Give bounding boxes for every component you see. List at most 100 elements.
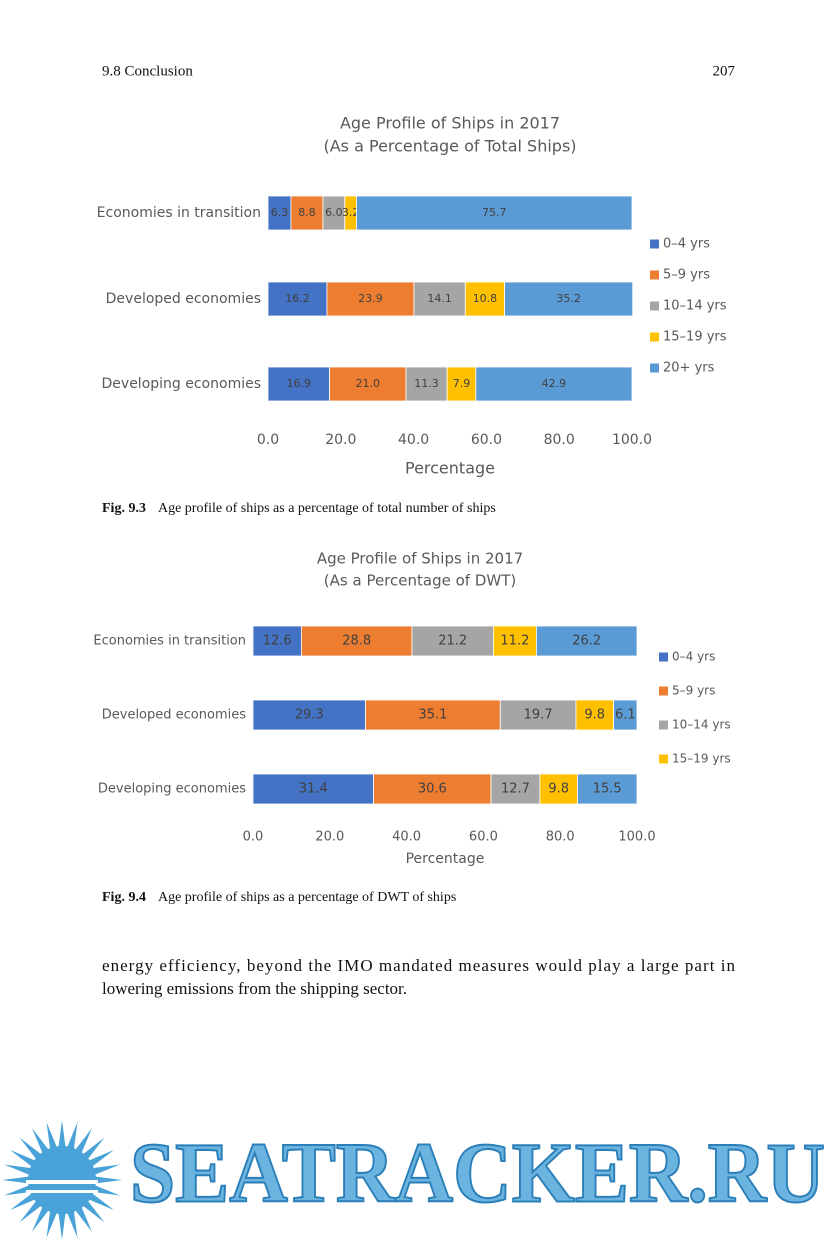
x-tick-label: 0.0 (257, 432, 279, 448)
value-label: 15.5 (593, 782, 622, 797)
x-tick-label: 60.0 (469, 830, 498, 845)
chart-title: Age Profile of Ships in 2017 (340, 114, 560, 133)
legend-label: 20+ yrs (663, 361, 715, 376)
value-label: 29.3 (295, 708, 324, 723)
x-tick-label: 100.0 (618, 830, 655, 845)
legend-label: 5–9 yrs (672, 684, 715, 698)
bar-segment (577, 773, 638, 805)
value-label: 75.7 (482, 206, 507, 219)
value-label: 16.2 (285, 292, 310, 305)
caption-text: Age profile of ships as a percentage of … (158, 890, 456, 905)
bar-segment (252, 773, 374, 805)
legend-label: 10–14 yrs (672, 718, 731, 732)
bar-segment (252, 699, 366, 731)
value-label: 10.8 (473, 292, 498, 305)
legend-label: 0–4 yrs (672, 650, 715, 664)
category-label: Economies in transition (93, 634, 246, 649)
bar-segment (300, 625, 413, 657)
value-label: 19.7 (524, 708, 553, 723)
value-label: 6.0 (325, 206, 343, 219)
bar-segment (411, 625, 494, 657)
value-label: 21.2 (438, 634, 467, 649)
value-label: 26.2 (572, 634, 601, 649)
value-label: 21.0 (355, 377, 380, 390)
body-line: lowering emissions from the shipping sec… (102, 979, 407, 998)
legend-label: 5–9 yrs (663, 268, 710, 283)
bar-segment (446, 366, 477, 402)
body-line: energy efficiency, beyond the IMO mandat… (102, 956, 736, 975)
chart-subtitle: (As a Percentage of Total Ships) (323, 137, 576, 156)
value-label: 9.8 (548, 782, 569, 797)
legend-swatch (650, 332, 659, 342)
x-tick-label: 20.0 (325, 432, 356, 448)
legend-swatch (650, 239, 659, 249)
value-label: 14.1 (427, 292, 452, 305)
value-label: 28.8 (342, 634, 371, 649)
legend-label: 10–14 yrs (663, 299, 727, 314)
x-tick-label: 60.0 (471, 432, 502, 448)
value-label: 31.4 (299, 782, 328, 797)
bar-segment (504, 281, 634, 317)
x-axis-title: Percentage (405, 459, 495, 478)
value-label: 9.8 (584, 708, 605, 723)
category-label: Economies in transition (97, 205, 261, 221)
value-label: 7.9 (453, 377, 471, 390)
x-tick-label: 40.0 (398, 432, 429, 448)
x-tick-label: 0.0 (243, 830, 264, 845)
value-label: 11.2 (500, 634, 529, 649)
bar-segment (492, 625, 537, 657)
legend-swatch (659, 720, 668, 730)
value-label: 23.9 (358, 292, 383, 305)
legend-swatch (659, 686, 668, 696)
bar-segment (490, 773, 541, 805)
category-label: Developed economies (106, 291, 261, 307)
value-label: 35.2 (556, 292, 581, 305)
value-label: 8.8 (298, 206, 316, 219)
bar-segment (535, 625, 638, 657)
bar-segment (329, 366, 407, 402)
caption: Fig. 9.4 Age profile of ships as a percen… (102, 890, 456, 905)
category-label: Developed economies (102, 708, 246, 723)
bar-segment (373, 773, 492, 805)
watermark: SEATRACKER.RU (130, 1125, 825, 1221)
value-label: 6.1 (615, 708, 636, 723)
value-label: 12.6 (263, 634, 292, 649)
x-tick-label: 80.0 (546, 830, 575, 845)
legend-swatch (650, 270, 659, 280)
bar-segment (356, 195, 633, 231)
bar-segment (267, 281, 328, 317)
x-tick-label: 100.0 (612, 432, 652, 448)
caption: Fig. 9.3 Age profile of ships as a percen… (102, 501, 496, 516)
legend-label: 0–4 yrs (663, 237, 710, 252)
x-axis-title: Percentage (406, 851, 485, 867)
category-label: Developing economies (102, 376, 261, 392)
value-label: 6.3 (271, 206, 289, 219)
caption-label: Fig. 9.3 (102, 501, 146, 516)
bar-segment (499, 699, 577, 731)
section-header: 9.8 Conclusion (102, 63, 193, 79)
caption-text: Age profile of ships as a percentage of … (158, 501, 496, 516)
legend-swatch (650, 363, 659, 373)
value-label: 3.2 (342, 206, 360, 219)
x-tick-label: 40.0 (392, 830, 421, 845)
chart-subtitle: (As a Percentage of DWT) (324, 572, 516, 590)
value-label: 30.6 (418, 782, 447, 797)
legend-label: 15–19 yrs (663, 330, 727, 345)
legend-swatch (650, 301, 659, 311)
value-label: 11.3 (414, 377, 439, 390)
category-label: Developing economies (98, 782, 246, 797)
bar-segment (267, 366, 330, 402)
x-tick-label: 20.0 (315, 830, 344, 845)
legend-swatch (659, 652, 668, 662)
value-label: 42.9 (542, 377, 567, 390)
bar-segment (252, 625, 302, 657)
bar-segment (405, 366, 448, 402)
x-tick-label: 80.0 (544, 432, 575, 448)
legend-swatch (659, 754, 668, 764)
legend-label: 15–19 yrs (672, 752, 731, 766)
bar-segment (413, 281, 466, 317)
value-label: 12.7 (501, 782, 530, 797)
bar-segment (365, 699, 501, 731)
value-label: 35.1 (418, 708, 447, 723)
